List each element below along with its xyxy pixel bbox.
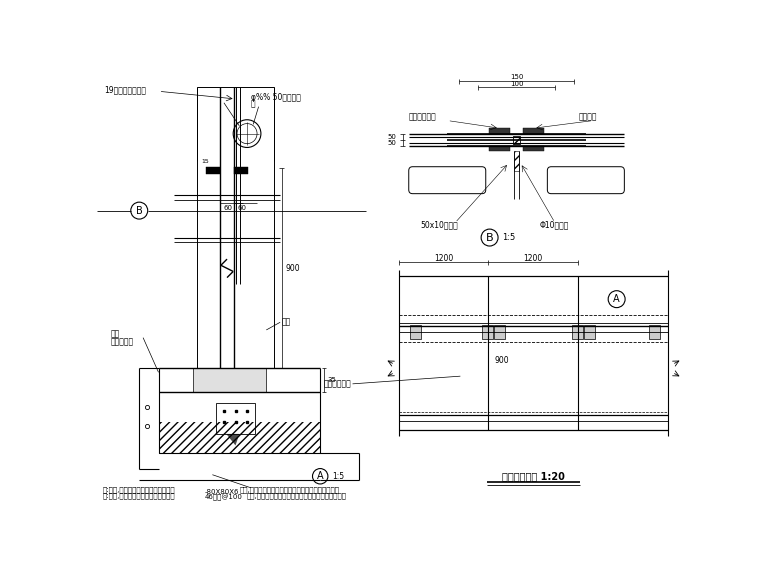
Text: -80X80X6: -80X80X6: [204, 488, 239, 495]
Bar: [515, 151, 519, 170]
Text: 60: 60: [224, 205, 233, 211]
Bar: [489, 146, 511, 151]
Bar: [523, 128, 544, 133]
Text: 二次装修定: 二次装修定: [111, 337, 134, 346]
Text: 铝板,玻璃栏杆的规格材与其特殊连注见厂商技术要求: 铝板,玻璃栏杆的规格材与其特殊连注见厂商技术要求: [247, 492, 347, 499]
Bar: [159, 391, 320, 453]
Bar: [193, 369, 266, 391]
Text: 1200: 1200: [523, 254, 543, 263]
Bar: [159, 391, 320, 423]
Text: 46螺栓@100: 46螺栓@100: [204, 494, 242, 502]
Text: B: B: [486, 232, 493, 243]
Bar: [572, 325, 583, 339]
FancyBboxPatch shape: [547, 167, 625, 194]
Text: φ%% 50不锈钢管: φ%% 50不锈钢管: [251, 93, 301, 102]
Text: 900: 900: [286, 264, 300, 273]
Text: 1:5: 1:5: [332, 472, 344, 481]
Text: B: B: [136, 206, 143, 216]
Text: 注:铝板,玻璃栏杆的厚度须由厂商与建: 注:铝板,玻璃栏杆的厚度须由厂商与建: [103, 492, 176, 499]
FancyBboxPatch shape: [409, 167, 486, 194]
Bar: [584, 325, 595, 339]
Polygon shape: [226, 434, 239, 445]
Text: 透明钢化玻璃: 透明钢化玻璃: [323, 379, 351, 389]
Bar: [482, 325, 492, 339]
Text: 1200: 1200: [434, 254, 453, 263]
Text: 石材: 石材: [282, 318, 291, 327]
Text: 60: 60: [238, 205, 247, 211]
Text: 玻璃栏杆立面 1:20: 玻璃栏杆立面 1:20: [502, 471, 565, 481]
Bar: [489, 128, 511, 133]
Text: 管: 管: [251, 99, 255, 108]
Text: A: A: [317, 471, 324, 481]
Text: 150: 150: [510, 74, 523, 80]
Text: 900: 900: [494, 356, 509, 365]
Text: 15: 15: [201, 159, 208, 164]
Text: 踢脚: 踢脚: [111, 329, 120, 339]
Text: 玻璃封章: 玻璃封章: [578, 112, 597, 121]
Bar: [494, 325, 505, 339]
Bar: [523, 146, 544, 151]
Text: 35: 35: [328, 377, 337, 383]
Text: 100: 100: [510, 81, 524, 87]
Bar: [513, 136, 521, 144]
Text: 19厚通明钢化玻璃: 19厚通明钢化玻璃: [105, 85, 147, 94]
Text: 50: 50: [388, 133, 396, 140]
Text: 50: 50: [388, 140, 396, 146]
Text: Φ10不锈钢: Φ10不锈钢: [540, 220, 569, 229]
Text: 注:铝板,玻璃栏杆的厚度须由厂商与建: 注:铝板,玻璃栏杆的厚度须由厂商与建: [103, 487, 176, 494]
Text: 1:5: 1:5: [502, 233, 515, 242]
Bar: [649, 325, 660, 339]
Text: 铝板,玻璃栏杆的规格材与其特殊连注见厂商技术要求: 铝板,玻璃栏杆的规格材与其特殊连注见厂商技术要求: [239, 487, 340, 494]
Text: 50x10不锈钢: 50x10不锈钢: [420, 220, 458, 229]
Text: A: A: [613, 294, 620, 304]
Bar: [234, 167, 248, 174]
Bar: [206, 167, 220, 174]
Text: 连接钢压盖板: 连接钢压盖板: [409, 112, 436, 121]
Bar: [217, 403, 255, 434]
Bar: [410, 325, 421, 339]
